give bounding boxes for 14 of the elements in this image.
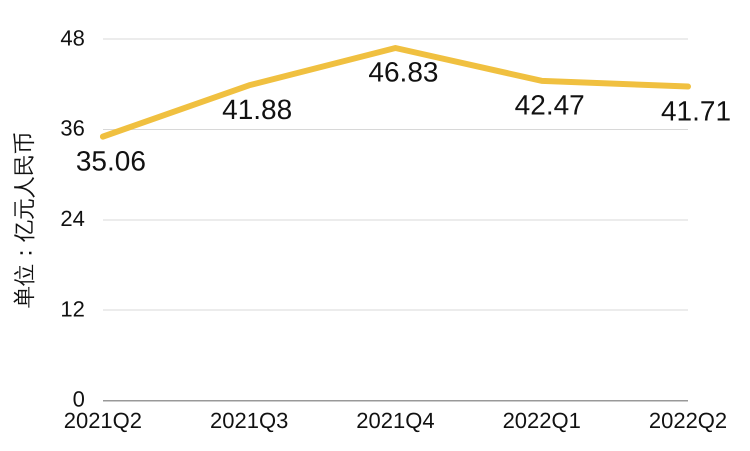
y-tick-label: 36 [60,116,85,141]
y-tick-label: 24 [60,206,85,231]
x-tick-label: 2022Q1 [502,408,581,433]
data-label: 41.88 [222,94,292,125]
y-axis-title: 单位：亿元人民币 [11,132,36,308]
y-tick-label: 12 [60,296,85,322]
x-tick-label: 2022Q2 [648,408,728,433]
x-tick-label: 2021Q3 [210,408,288,433]
data-label: 42.47 [514,90,585,121]
data-label: 41.71 [660,95,732,126]
y-tick-label: 48 [60,25,85,50]
x-tick-label: 2021Q4 [356,408,435,433]
data-label: 35.06 [76,145,146,176]
data-label: 46.83 [368,56,438,88]
